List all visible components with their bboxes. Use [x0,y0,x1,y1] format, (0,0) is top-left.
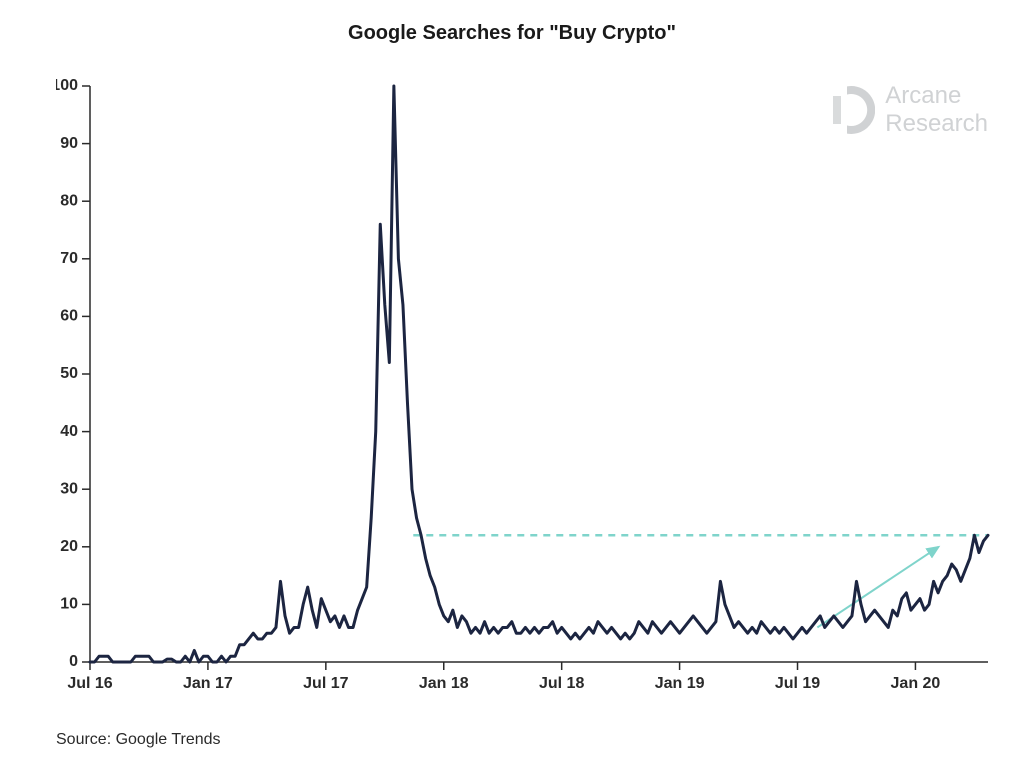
y-tick-label: 10 [60,596,78,613]
chart-area: 0 10 20 30 40 50 60 70 80 90 100 Jul 16 Jan 17 Jul 17… [56,78,994,698]
y-tick-label: 90 [60,135,78,152]
chart-title: Google Searches for "Buy Crypto" [0,22,1024,45]
y-tick-label: 70 [60,250,78,267]
x-tick-label: Jan 20 [891,675,941,692]
x-tick-label: Jul 17 [303,675,348,692]
x-tick-label: Jul 16 [67,675,112,692]
y-tick-label: 100 [56,78,78,94]
x-tick-label: Jan 17 [183,675,233,692]
y-tick-label: 30 [60,480,78,497]
y-tick-label: 50 [60,365,78,382]
y-tick-label: 60 [60,308,78,325]
data-line [90,86,988,662]
y-tick-label: 80 [60,192,78,209]
y-tick-label: 40 [60,423,78,440]
x-tick-label: Jan 19 [655,675,705,692]
x-tick-label: Jan 18 [419,675,469,692]
y-tick-label: 0 [69,653,78,670]
y-tick-label: 20 [60,538,78,555]
source-text: Source: Google Trends [56,731,221,749]
x-tick-label: Jul 18 [539,675,584,692]
x-tick-label: Jul 19 [775,675,820,692]
